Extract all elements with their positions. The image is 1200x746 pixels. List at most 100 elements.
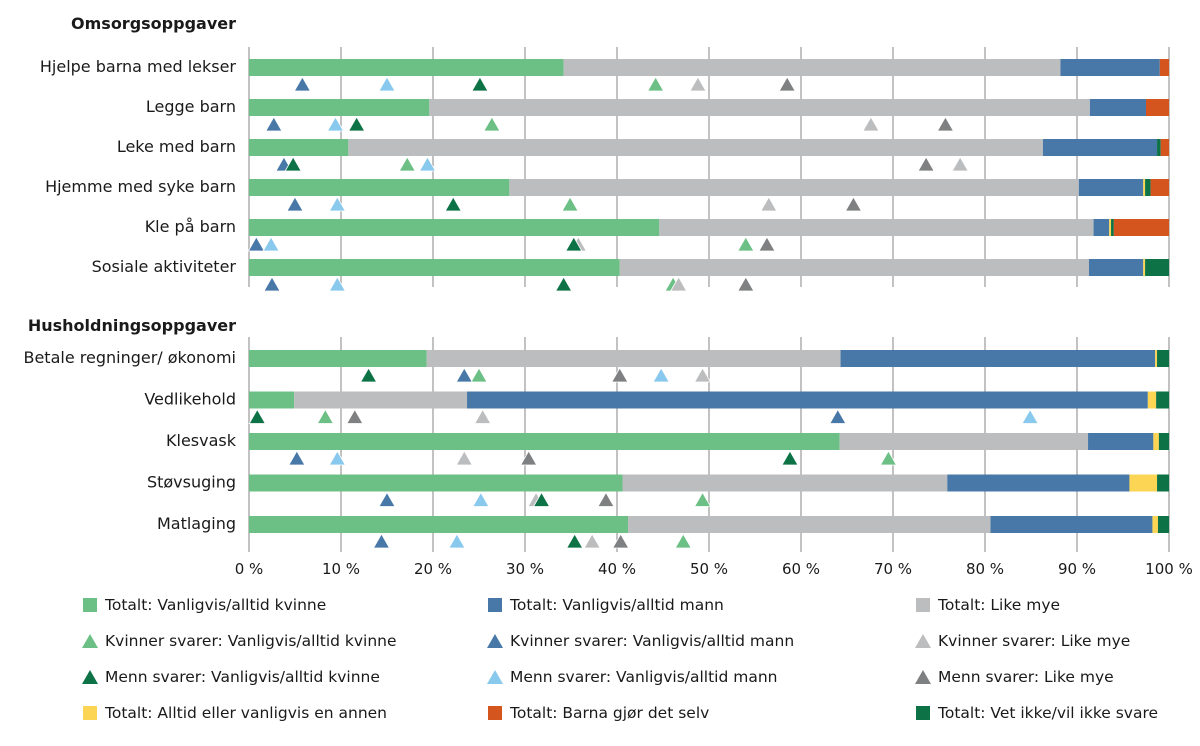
marker-m-woman [347, 116, 366, 132]
bar-segment-total-man [1042, 139, 1158, 156]
x-tick-label: 80 % [966, 560, 1004, 578]
bar-segment-total-other [1143, 179, 1146, 196]
marker-w-woman [483, 116, 501, 132]
marker-m-woman [284, 156, 302, 172]
marker-w-equal [473, 408, 492, 424]
bar-segment-total-woman [249, 99, 430, 116]
legend-item: Totalt: Vanligvis/alltid kvinne [82, 596, 326, 614]
marker-w-woman [561, 196, 579, 212]
x-tick-label: 0 % [235, 560, 264, 578]
legend-item: Kvinner svarer: Vanligvis/alltid mann [487, 632, 794, 650]
bar-segment-total-children [1159, 59, 1169, 76]
marker-m-man [262, 236, 280, 252]
bar-segment-total-children [1160, 139, 1169, 156]
legend-item: Totalt: Alltid eller vanligvis en annen [82, 704, 387, 722]
legend-swatch-square [488, 706, 502, 720]
bar-segment-total-children [1150, 179, 1169, 196]
bar-segment-total-other [1109, 219, 1112, 236]
marker-m-woman [471, 76, 489, 92]
bar-segment-total-dontknow [1157, 474, 1169, 492]
bar-segment-total-man [1088, 259, 1144, 276]
marker-w-equal [669, 276, 688, 292]
legend-swatch-triangle [487, 634, 503, 648]
category-label: Matlaging [157, 514, 236, 533]
marker-w-man [288, 450, 306, 466]
marker-m-equal [737, 276, 755, 292]
legend-swatch-square [83, 706, 97, 720]
bar-segment-total-equal [294, 391, 468, 409]
x-tick-label: 50 % [690, 560, 728, 578]
labels: 0 % 10 % 20 % 30 % 40 % 50 % 60 % 70 % 80 % 90 % 1… [23, 14, 1192, 578]
category-label: Hjelpe barna med lekser [40, 57, 237, 76]
bar-segment-total-man [1078, 179, 1144, 196]
legend-label: Totalt: Barna gjør det selv [510, 704, 710, 722]
bar-segment-total-equal [619, 259, 1089, 276]
x-tick-label: 20 % [414, 560, 452, 578]
legend-label: Kvinner svarer: Vanligvis/alltid kvinne [105, 632, 397, 650]
legend-item: Totalt: Barna gjør det selv [487, 704, 709, 722]
legend-item: Menn svarer: Like mye [915, 668, 1114, 686]
legend-swatch-triangle [915, 670, 931, 684]
bar-segment-total-equal [659, 219, 1094, 236]
bar-segment-total-other [1143, 259, 1146, 276]
marker-m-woman [565, 236, 583, 252]
marker-m-equal [519, 450, 538, 466]
bar-segment-total-dontknow [1157, 516, 1169, 533]
bar-segment-total-woman [249, 474, 623, 492]
marker-m-man [1021, 408, 1039, 424]
marker-m-man [378, 76, 396, 92]
bar-segment-total-woman [249, 391, 295, 409]
legend-swatch-square [916, 598, 930, 612]
marker-w-man [372, 533, 391, 549]
bar-segment-total-woman [249, 259, 620, 276]
bar-segment-total-other [1129, 474, 1158, 492]
marker-m-woman [248, 408, 266, 424]
marker-m-man [326, 116, 345, 132]
marker-w-man [293, 76, 312, 92]
legend-label: Menn svarer: Like mye [938, 668, 1114, 686]
bar-segment-total-woman [249, 350, 427, 367]
marker-m-woman [554, 276, 573, 292]
legend-item: Menn svarer: Vanligvis/alltid kvinne [82, 668, 380, 686]
bar-segment-total-dontknow [1145, 179, 1151, 196]
category-label: Sosiale aktiviteter [92, 257, 237, 276]
category-label: Klesvask [166, 431, 237, 450]
bar-segment-total-dontknow [1158, 433, 1169, 450]
marker-w-man [265, 116, 283, 132]
legend-swatch-triangle [82, 634, 98, 648]
bar-segment-total-woman [249, 433, 840, 450]
marker-w-equal [693, 367, 712, 383]
bar-segment-total-man [840, 350, 1156, 367]
marker-w-woman [737, 236, 755, 252]
legend: Totalt: Vanligvis/alltid kvinne Totalt: V… [0, 590, 1200, 740]
category-label: Vedlikehold [144, 390, 236, 409]
bar-segment-total-man [1060, 59, 1160, 76]
bar-segment-total-other [1147, 391, 1157, 409]
bar-segment-total-dontknow [1156, 391, 1169, 409]
bar-segment-total-equal [839, 433, 1089, 450]
x-tick-label: 70 % [874, 560, 912, 578]
group-title: Husholdningsoppgaver [28, 316, 236, 335]
marker-m-woman [781, 450, 799, 466]
marker-m-equal [936, 116, 955, 132]
marker-w-woman [693, 491, 712, 507]
markers [247, 76, 1039, 549]
category-label: Kle på barn [145, 217, 236, 236]
legend-label: Menn svarer: Vanligvis/alltid kvinne [105, 668, 380, 686]
marker-w-man [286, 196, 304, 212]
bar-segment-total-woman [249, 139, 349, 156]
legend-swatch-triangle [487, 670, 503, 684]
bar-segment-total-man [1088, 433, 1154, 450]
bar-segment-total-dontknow [1145, 259, 1169, 276]
marker-m-man [328, 450, 347, 466]
bar-segment-total-man [1089, 99, 1146, 116]
marker-m-equal [758, 236, 776, 252]
bar-segment-total-woman [249, 59, 564, 76]
x-tick-label: 100 % [1145, 560, 1193, 578]
marker-w-woman [879, 450, 898, 466]
marker-w-woman [398, 156, 416, 172]
legend-swatch-square [83, 598, 97, 612]
bar-segment-total-dontknow [1157, 350, 1169, 367]
marker-w-man [455, 367, 473, 383]
marker-w-woman [470, 367, 488, 383]
